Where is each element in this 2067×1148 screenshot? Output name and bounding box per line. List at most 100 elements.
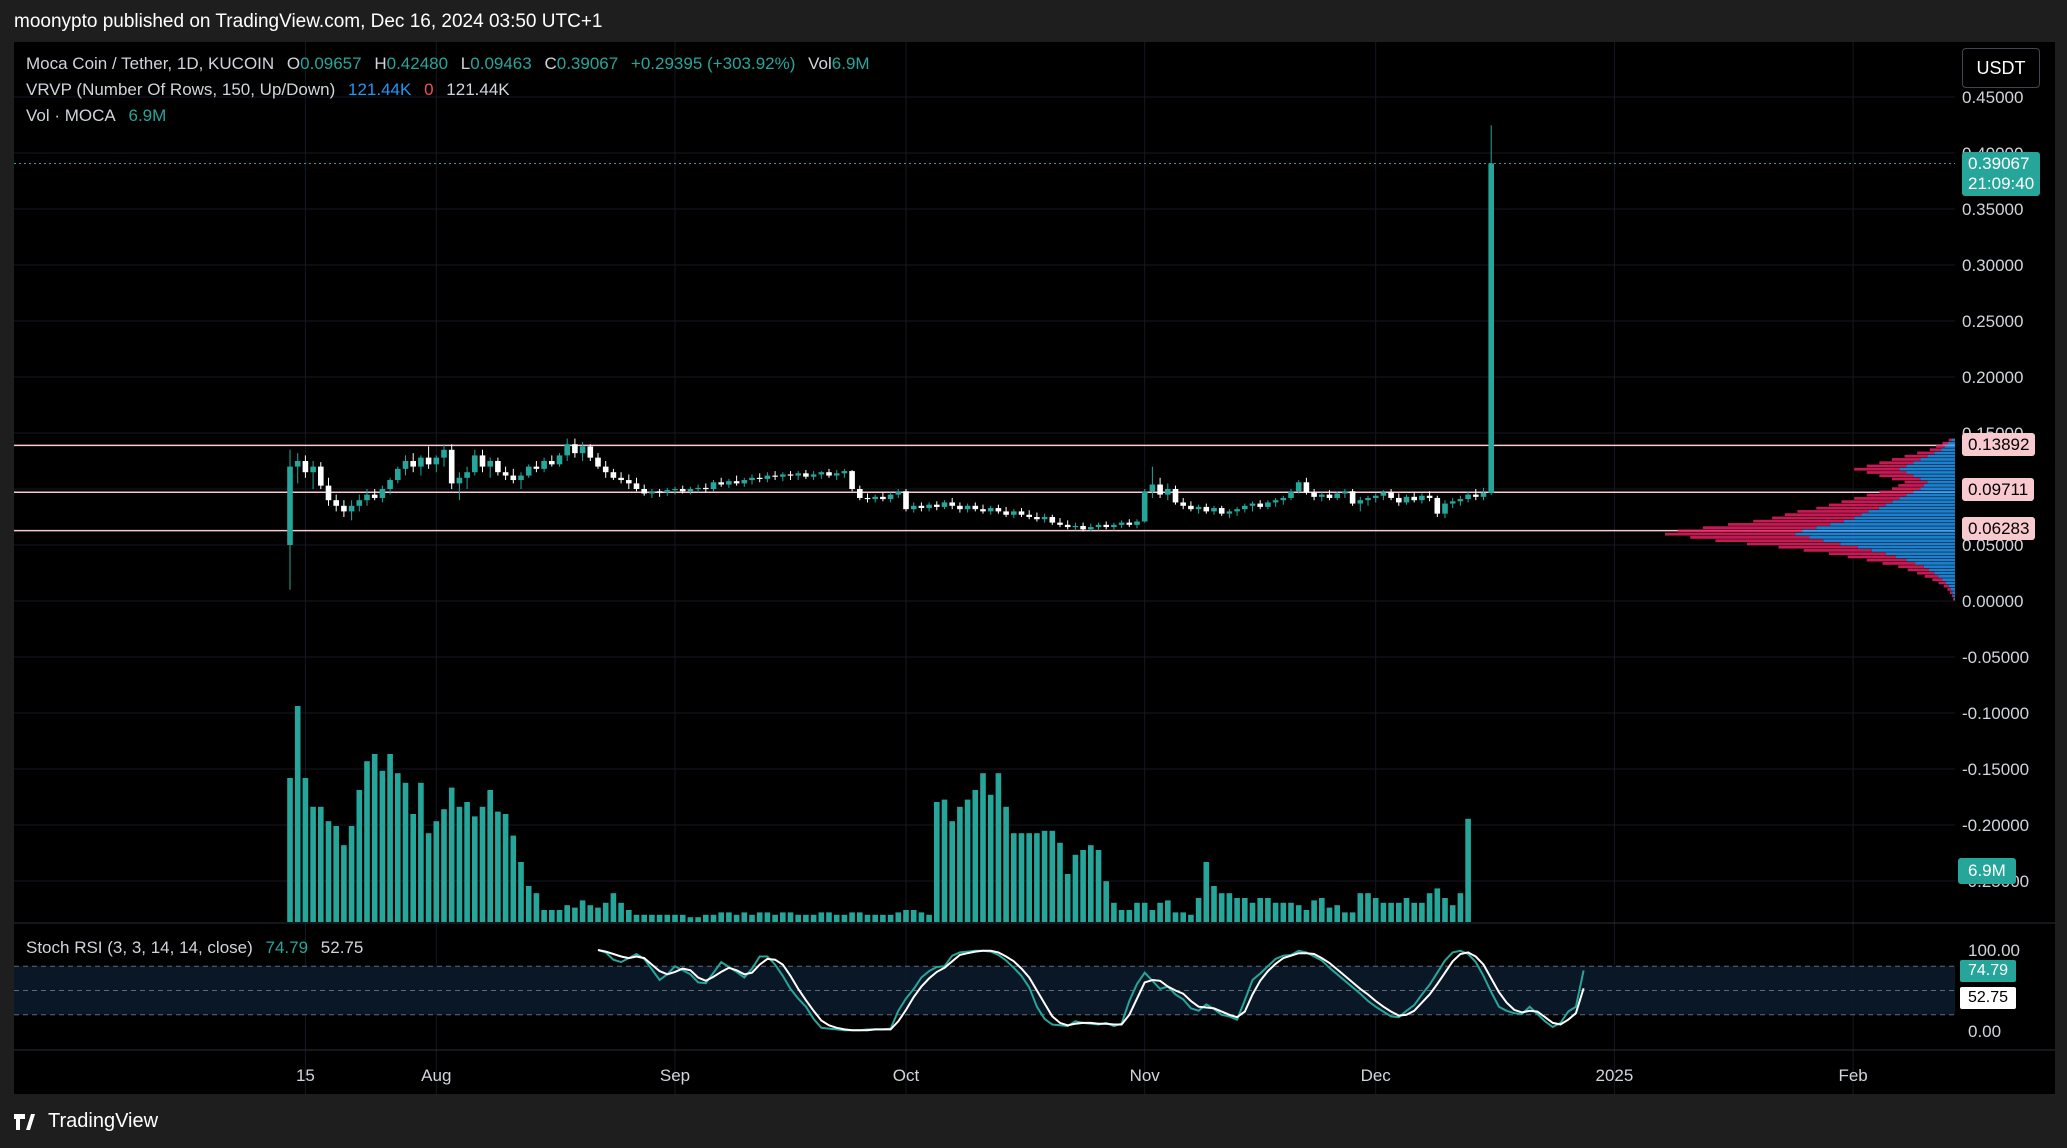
volume-bar bbox=[510, 835, 517, 922]
volume-bar bbox=[1172, 912, 1179, 922]
candles bbox=[287, 125, 1494, 590]
candle-body bbox=[1326, 494, 1333, 498]
volume-bar bbox=[1249, 902, 1256, 922]
time-axis-tick: Feb bbox=[1838, 1066, 1867, 1085]
candle-body bbox=[910, 505, 917, 510]
vol-label: Vol bbox=[808, 54, 832, 73]
volume-label[interactable]: Vol · MOCA bbox=[26, 106, 116, 125]
candle-body bbox=[379, 489, 386, 498]
volume-bar bbox=[1134, 902, 1140, 922]
volume-profile-down-row bbox=[1866, 464, 1907, 468]
currency-button[interactable]: USDT bbox=[1962, 48, 2040, 88]
tradingview-logo[interactable]: TradingView bbox=[14, 1110, 158, 1133]
volume-bar bbox=[872, 914, 878, 922]
candle-body bbox=[510, 475, 517, 481]
published-text: moonypto published on TradingView.com, D… bbox=[14, 11, 603, 32]
volume-bar bbox=[626, 910, 632, 922]
volume-bar bbox=[1442, 898, 1448, 922]
volume-bar bbox=[1334, 905, 1340, 922]
candle-body bbox=[371, 494, 378, 498]
volume-profile-up-row bbox=[1952, 591, 1955, 595]
stoch-rsi-legend[interactable]: Stoch RSI (3, 3, 14, 14, close) 74.79 52… bbox=[26, 938, 371, 958]
volume-bar bbox=[1234, 898, 1240, 922]
volume-bar bbox=[549, 910, 555, 922]
volume-bar bbox=[1072, 854, 1079, 922]
volume-profile-up-row bbox=[1942, 578, 1955, 582]
candle-body bbox=[1211, 508, 1217, 512]
volume-bar bbox=[1403, 898, 1410, 922]
candle-body bbox=[448, 449, 455, 484]
candle-body bbox=[926, 504, 932, 509]
volume-profile-up-row bbox=[1953, 597, 1955, 601]
volume-bar bbox=[479, 806, 486, 922]
candle-body bbox=[533, 466, 540, 469]
volume-profile-down-row bbox=[1943, 584, 1949, 588]
candle-body bbox=[1072, 525, 1079, 528]
volume-bar bbox=[310, 806, 316, 922]
volume-profile-up-row bbox=[1795, 532, 1955, 536]
volume-bar bbox=[887, 914, 894, 922]
volume-bar bbox=[857, 912, 863, 922]
volume-profile-up-row bbox=[1923, 484, 1955, 487]
volume-bar bbox=[1357, 893, 1364, 922]
volume-profile-down-row bbox=[1866, 493, 1907, 497]
tradingview-logo-icon bbox=[14, 1113, 35, 1130]
volume-bar bbox=[941, 799, 948, 922]
volume-bar bbox=[1372, 898, 1379, 922]
low-value: 0.09463 bbox=[470, 54, 532, 73]
volume-profile-up-row bbox=[1945, 581, 1955, 585]
volume-value: 6.9M bbox=[128, 106, 167, 125]
symbol-title[interactable]: Moca Coin / Tether, 1D, KUCOIN bbox=[26, 54, 275, 73]
candle-body bbox=[649, 491, 655, 494]
volume-bar bbox=[518, 862, 524, 922]
vrvp-legend[interactable]: VRVP (Number Of Rows, 150, Up/Down) 121.… bbox=[26, 80, 518, 100]
candle-body bbox=[294, 461, 301, 467]
candle-body bbox=[787, 474, 794, 476]
candle-body bbox=[541, 461, 547, 469]
volume-bar bbox=[1041, 830, 1048, 922]
volume-bar bbox=[1434, 888, 1441, 922]
volume-profile-up-row bbox=[1823, 539, 1955, 543]
candle-body bbox=[987, 508, 994, 512]
stoch-rsi-k-tag: 74.79 bbox=[1960, 960, 2017, 982]
candle-body bbox=[949, 502, 955, 506]
candle-body bbox=[1403, 496, 1410, 503]
volume-profile-down-row bbox=[1879, 461, 1914, 465]
volume-profile-up-row bbox=[1948, 441, 1955, 445]
candle-body bbox=[1165, 489, 1171, 495]
candle-body bbox=[1396, 497, 1402, 503]
volume-bar bbox=[1064, 874, 1071, 922]
volume-profile-up-row bbox=[1951, 438, 1955, 442]
vrvp-label[interactable]: VRVP (Number Of Rows, 150, Up/Down) bbox=[26, 80, 336, 99]
volume-bar bbox=[441, 809, 447, 922]
volume-bar bbox=[1295, 905, 1302, 922]
candle-body bbox=[1319, 494, 1325, 497]
volume-bar bbox=[302, 778, 309, 922]
candle-body bbox=[556, 455, 563, 465]
volume-profile-up-row bbox=[1830, 523, 1955, 526]
candle-body bbox=[1026, 514, 1032, 517]
volume-profile-up-row bbox=[1899, 497, 1955, 500]
volume-bar bbox=[934, 802, 940, 922]
volume-profile-up-row bbox=[1896, 555, 1955, 559]
candle-body bbox=[826, 472, 832, 476]
volume-bar bbox=[903, 910, 909, 922]
stoch-rsi-axis-tick: 100.00 bbox=[1968, 941, 2020, 960]
volume-bar bbox=[1118, 910, 1125, 922]
symbol-legend[interactable]: Moca Coin / Tether, 1D, KUCOIN O0.09657 … bbox=[26, 54, 878, 74]
candle-body bbox=[318, 466, 324, 486]
open-value: 0.09657 bbox=[300, 54, 362, 73]
volume-profile-up-row bbox=[1844, 519, 1955, 523]
volume-bar bbox=[1311, 900, 1317, 922]
stoch-rsi-label[interactable]: Stoch RSI (3, 3, 14, 14, close) bbox=[26, 938, 253, 957]
candle-body bbox=[934, 504, 940, 507]
volume-bar bbox=[379, 770, 386, 922]
axes: 0.450000.400000.350000.300000.250000.200… bbox=[296, 88, 2029, 1085]
candle-body bbox=[1419, 495, 1425, 501]
volume-bar bbox=[795, 914, 801, 922]
volume-legend[interactable]: Vol · MOCA 6.9M bbox=[26, 106, 174, 126]
volume-profile-down-row bbox=[1932, 578, 1943, 582]
volume-bar bbox=[910, 910, 917, 922]
candle-body bbox=[1242, 505, 1248, 510]
